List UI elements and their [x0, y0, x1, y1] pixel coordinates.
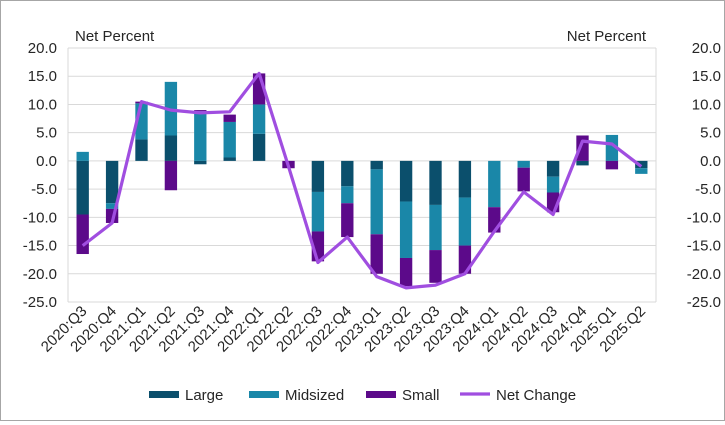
bar-large [164, 135, 178, 161]
bar-large [76, 160, 89, 215]
y-tick-label-right: 5.0 [700, 125, 721, 142]
y-tick-label-left: -25.0 [23, 294, 57, 311]
bar-large [576, 160, 589, 166]
legend-label: Small [402, 387, 440, 404]
bar-midsized [341, 186, 354, 204]
y-tick-label-right: -25.0 [687, 294, 721, 311]
legend-swatch [149, 391, 179, 398]
bar-large [105, 160, 119, 204]
bar-midsized [194, 111, 207, 161]
y-axis-right: 20.0 15.0 10.0 5.0 0.0 -5.0 -10.0 -15.0 -20.0 -25… [687, 40, 721, 311]
legend-swatch [249, 391, 279, 398]
bar-midsized [399, 201, 413, 258]
bar-large [223, 157, 236, 161]
right-axis-label: Net Percent [567, 28, 647, 45]
bar-midsized [605, 134, 619, 161]
y-tick-label-left: -15.0 [23, 238, 57, 255]
y-tick-label-right: -5.0 [695, 181, 721, 198]
bar-small [164, 160, 178, 191]
y-tick-label-left: 0.0 [36, 153, 57, 170]
bar-large [194, 160, 207, 165]
y-tick-label-right: -20.0 [687, 266, 721, 283]
bar-midsized [488, 160, 501, 208]
bar-midsized [635, 168, 648, 174]
y-tick-label-right: 10.0 [692, 96, 721, 113]
y-tick-label-right: -10.0 [687, 209, 721, 226]
bar-small [223, 114, 236, 122]
bar-midsized [105, 203, 119, 209]
bar-midsized [76, 151, 89, 161]
legend-label: Net Change [496, 387, 576, 404]
bar-midsized [458, 197, 472, 246]
bar-small [605, 160, 619, 170]
bar-large [311, 160, 325, 192]
net-change-line [81, 71, 643, 290]
bar-midsized [223, 121, 236, 158]
bar-small [76, 214, 89, 255]
legend: Large Midsized Small Net Change [149, 387, 576, 404]
y-tick-label-left: -10.0 [23, 209, 57, 226]
bar-small [341, 203, 354, 238]
bar-midsized [252, 104, 266, 134]
y-tick-label-right: 15.0 [692, 68, 721, 85]
legend-label: Large [185, 387, 223, 404]
bar-midsized [429, 204, 442, 251]
bar-large [341, 160, 354, 187]
y-tick-label-left: 10.0 [28, 96, 57, 113]
y-tick-label-right: 20.0 [692, 40, 721, 57]
x-axis: 2020:Q32020:Q42021:Q12021:Q22021:Q32021:… [38, 303, 649, 356]
bar-large [252, 133, 266, 161]
y-tick-label-left: -20.0 [23, 266, 57, 283]
y-tick-label-right: -15.0 [687, 238, 721, 255]
bar-small [429, 250, 442, 283]
bar-midsized [370, 169, 383, 235]
y-tick-label-left: 5.0 [36, 125, 57, 142]
bar-large [399, 160, 413, 202]
bar-large [546, 160, 560, 177]
y-tick-label-left: -5.0 [31, 181, 57, 198]
y-tick-label-left: 15.0 [28, 68, 57, 85]
bar-large [135, 139, 148, 161]
bar-large [458, 160, 472, 198]
bar-large [429, 160, 442, 205]
bar-small [517, 167, 530, 192]
y-tick-label-left: 20.0 [28, 40, 57, 57]
bar-large [370, 160, 383, 170]
bar-small [194, 110, 207, 112]
bar-small [370, 234, 383, 274]
bar-midsized [311, 191, 325, 232]
bar-small [399, 257, 413, 287]
bar-midsized [517, 160, 530, 168]
legend-label: Midsized [285, 387, 344, 404]
bar-midsized [546, 176, 560, 193]
y-axis-left: 20.0 15.0 10.0 5.0 0.0 -5.0 -10.0 -15.0 -20.0 -25… [23, 40, 57, 311]
net-change-line-group [81, 71, 643, 290]
left-axis-label: Net Percent [75, 28, 155, 45]
legend-swatch [366, 391, 396, 398]
y-tick-label-right: 0.0 [700, 153, 721, 170]
